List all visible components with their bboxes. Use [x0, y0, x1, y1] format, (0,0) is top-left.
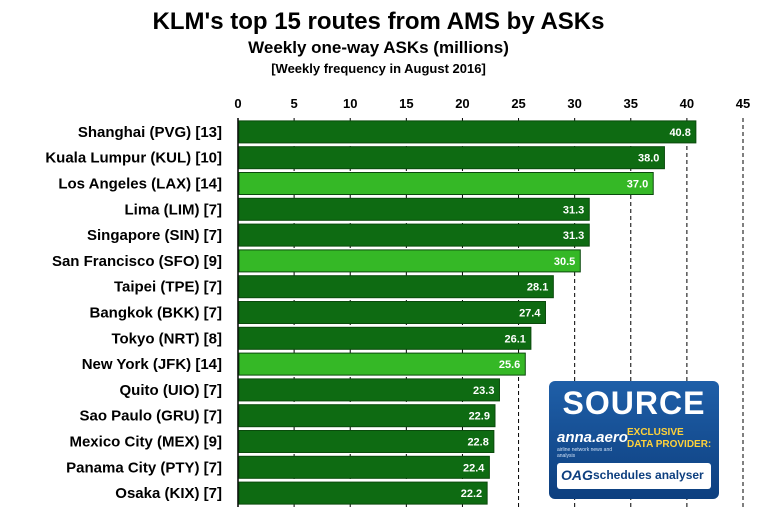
provider-line-2: DATA PROVIDER: [627, 439, 712, 450]
x-tick-label: 0 [234, 96, 241, 111]
bar-value-label: 26.1 [504, 333, 525, 345]
x-tick-label: 15 [399, 96, 413, 111]
bar [238, 404, 496, 428]
chart-title: KLM's top 15 routes from AMS by ASKs [152, 8, 605, 35]
bar-value-label: 30.5 [554, 256, 575, 268]
oag-logo: OAG [561, 467, 593, 483]
bar [238, 430, 495, 453]
bar-value-label: 22.9 [469, 411, 490, 423]
bar-value-label: 25.6 [499, 359, 520, 371]
category-label: Sao Paulo (GRU) [7] [79, 408, 222, 425]
bar [238, 197, 590, 221]
x-tick-label: 10 [343, 96, 357, 111]
category-label: Shanghai (PVG) [13] [78, 124, 222, 141]
bar-value-label: 40.8 [669, 127, 690, 139]
bar-value-label: 23.3 [473, 385, 494, 397]
bar-value-label: 22.4 [463, 462, 485, 474]
category-label: Kuala Lumpur (KUL) [10] [45, 150, 222, 167]
chart-note: [Weekly frequency in August 2016] [271, 61, 486, 76]
bar [238, 481, 488, 505]
oag-badge: OAG schedules analyser [557, 463, 711, 489]
anna-aero-logo: anna.aero [557, 429, 628, 446]
anna-aero-tagline: airline network news and analysis [557, 447, 613, 459]
x-tick-label: 5 [290, 96, 297, 111]
bar [238, 249, 581, 273]
bar-value-label: 22.2 [461, 488, 482, 500]
bar [238, 223, 590, 247]
bar [238, 326, 532, 350]
category-label: New York (JFK) [14] [82, 356, 222, 373]
bar-value-label: 28.1 [527, 282, 548, 294]
category-label: Taipei (TPE) [7] [114, 279, 222, 296]
bar [238, 120, 697, 144]
provider-line-1: EXCLUSIVE [627, 427, 684, 438]
category-label: Bangkok (BKK) [7] [89, 305, 222, 322]
category-label: Singapore (SIN) [7] [87, 227, 222, 244]
bar [238, 172, 654, 195]
category-label: Mexico City (MEX) [9] [69, 434, 222, 451]
bar [238, 146, 665, 170]
category-label: Los Angeles (LAX) [14] [58, 176, 222, 193]
category-label: Quito (UIO) [7] [120, 382, 222, 399]
bar [238, 378, 500, 402]
x-tick-label: 25 [511, 96, 525, 111]
bar-value-label: 31.3 [563, 230, 584, 242]
source-title: SOURCE [562, 385, 706, 421]
category-label: Tokyo (NRT) [8] [111, 330, 222, 347]
category-label: Osaka (KIX) [7] [115, 485, 222, 502]
bar-value-label: 38.0 [638, 153, 659, 165]
x-tick-label: 45 [736, 96, 750, 111]
bar-value-label: 27.4 [519, 308, 541, 320]
x-tick-label: 30 [567, 96, 581, 111]
bar-value-label: 31.3 [563, 204, 584, 216]
chart-subtitle: Weekly one-way ASKs (millions) [248, 38, 509, 57]
category-label: Panama City (PTY) [7] [66, 459, 222, 476]
x-tick-label: 35 [624, 96, 638, 111]
source-box: SOURCE anna.aero airline network news an… [549, 381, 719, 499]
x-tick-label: 40 [680, 96, 694, 111]
bar [238, 275, 554, 299]
bar [238, 455, 490, 479]
bar [238, 352, 526, 376]
bar-value-label: 22.8 [467, 437, 488, 449]
bar-value-label: 37.0 [627, 179, 648, 191]
category-label: Lima (LIM) [7] [125, 201, 223, 218]
x-tick-label: 20 [455, 96, 469, 111]
oag-text: schedules analyser [593, 468, 704, 482]
category-label: San Francisco (SFO) [9] [52, 253, 222, 270]
bar [238, 301, 546, 324]
data-provider-label: EXCLUSIVE DATA PROVIDER: [627, 427, 717, 451]
